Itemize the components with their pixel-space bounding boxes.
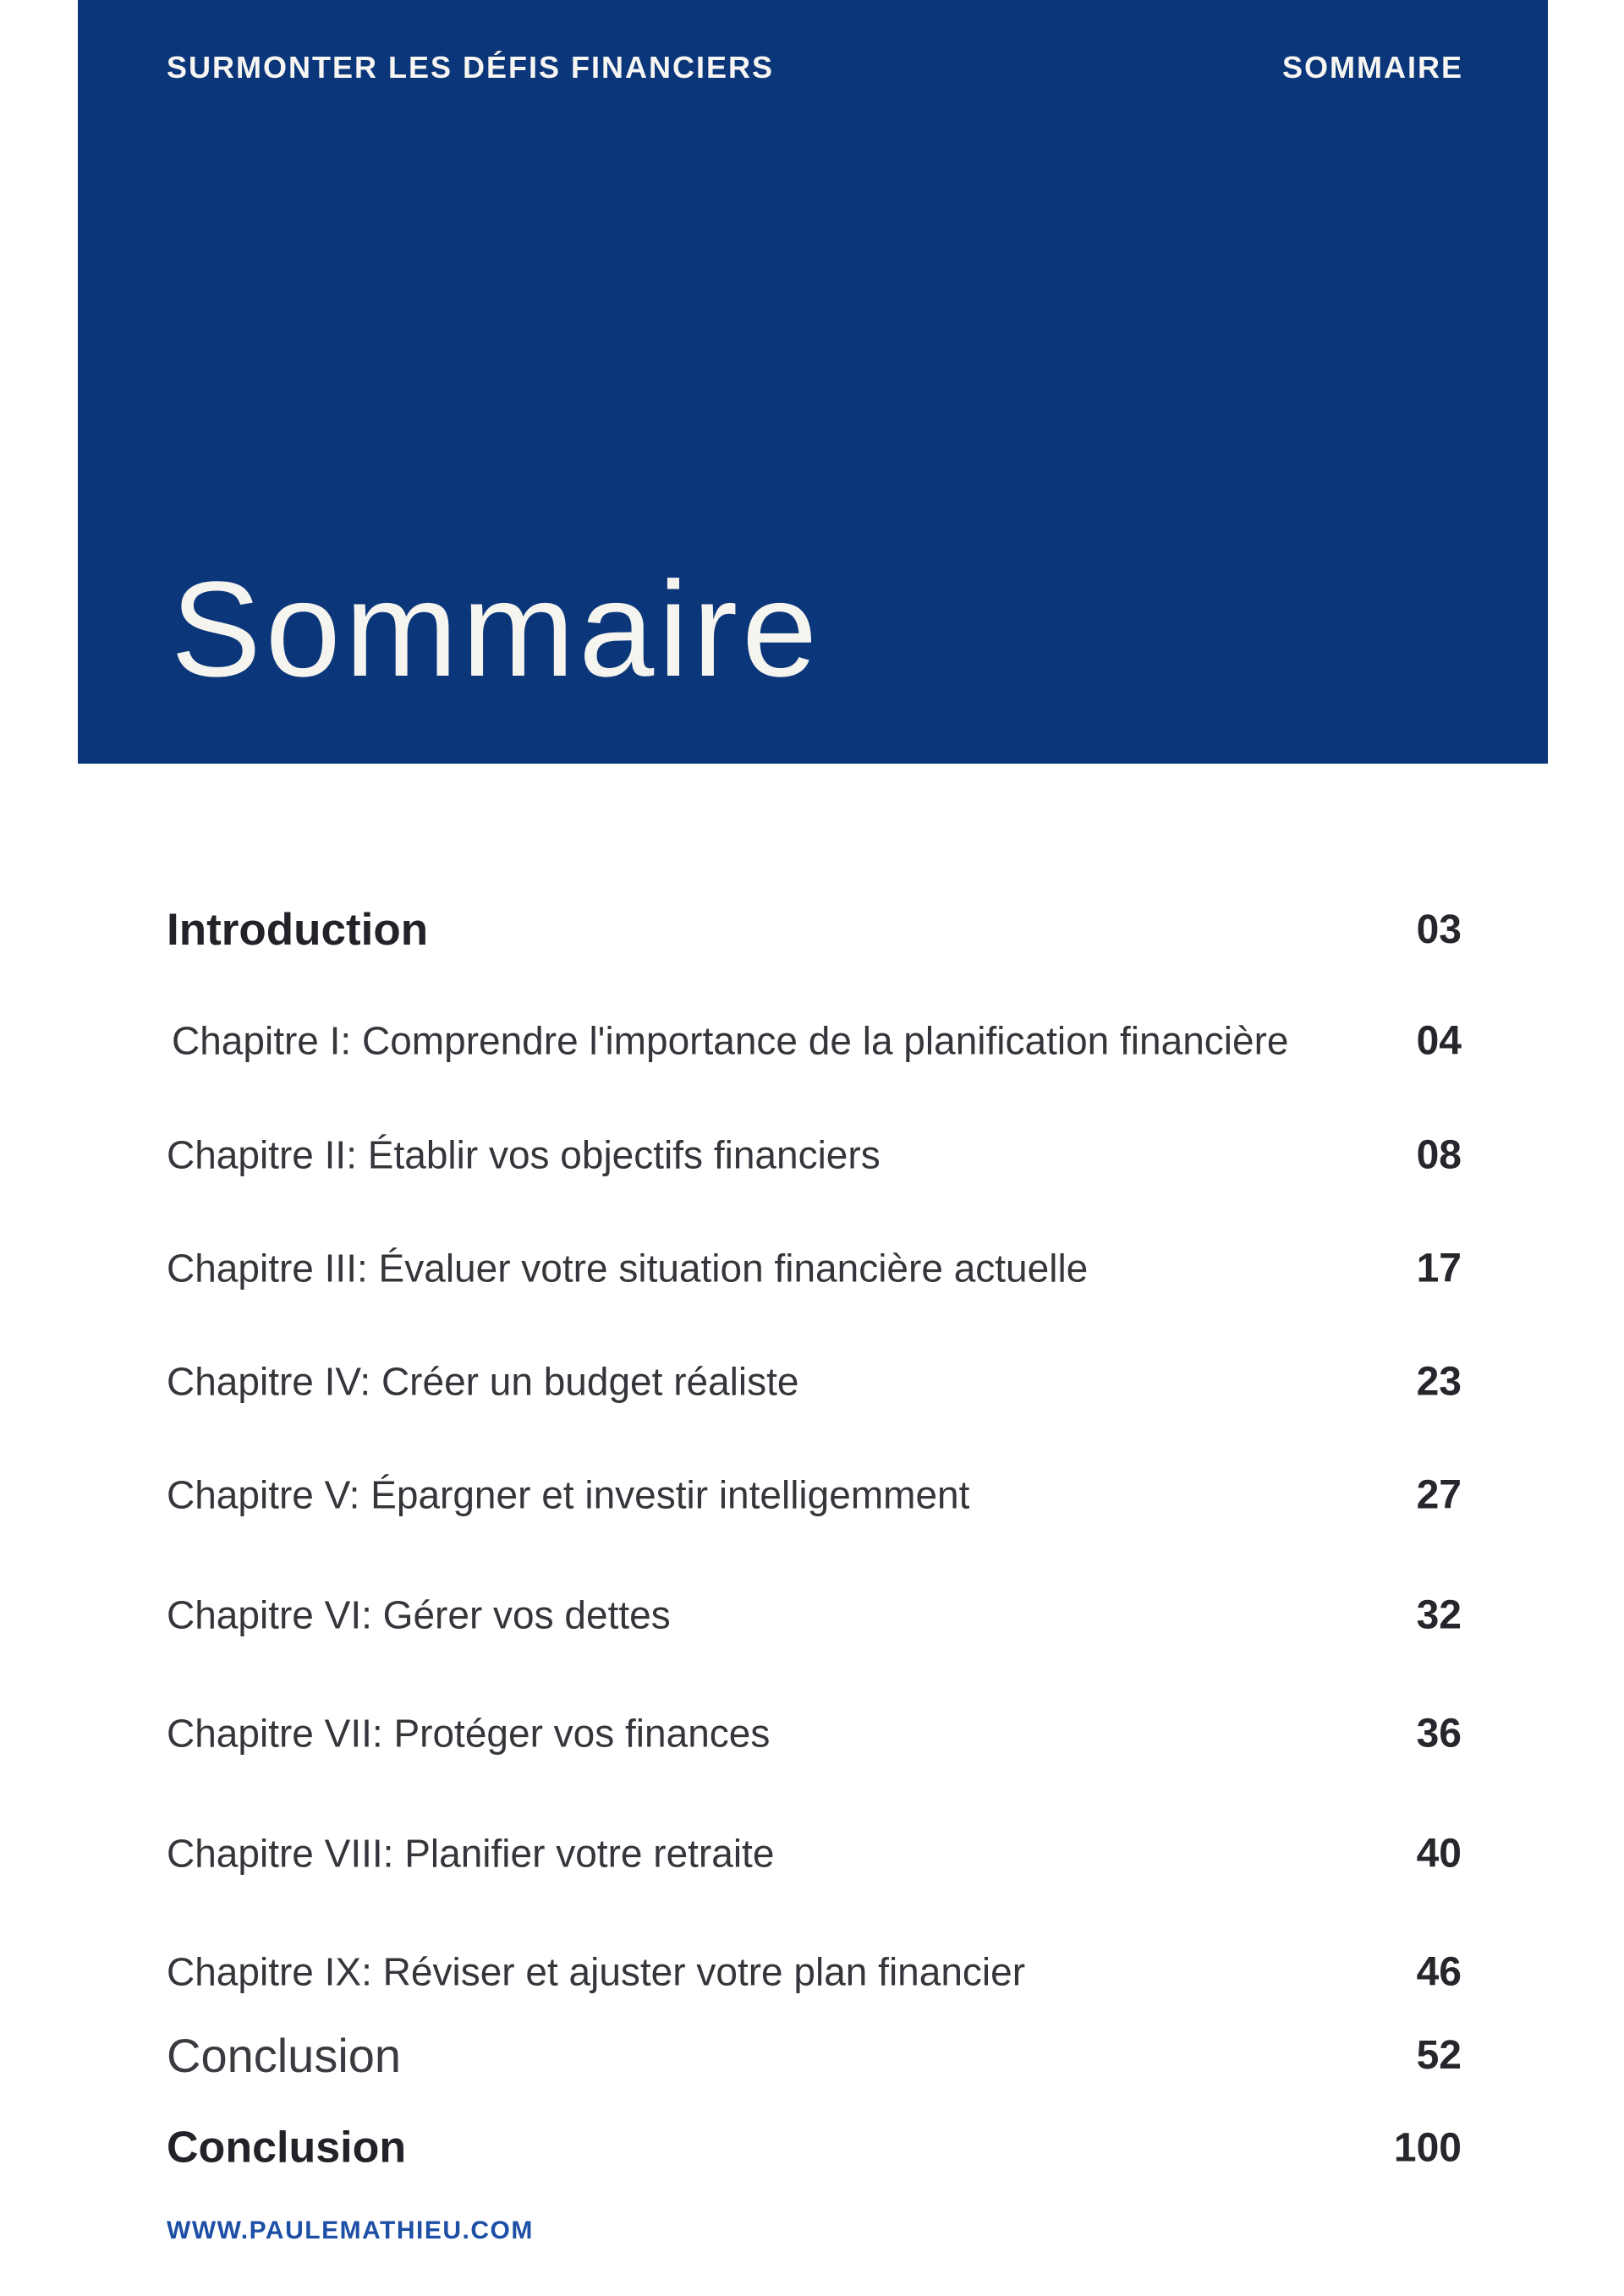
toc-entry-page: 04 [1416, 1018, 1462, 1063]
toc-row[interactable]: Chapitre IV: Créer un budget réaliste 23 [167, 1357, 1462, 1406]
toc-entry-title: Chapitre II: Établir vos objectifs finan… [167, 1132, 881, 1177]
toc-row[interactable]: Chapitre VII: Protéger vos finances 36 [167, 1709, 1462, 1758]
toc-entry-page: 40 [1416, 1831, 1462, 1876]
toc-entry-title: Chapitre VII: Protéger vos finances [167, 1711, 771, 1756]
blue-banner: SURMONTER LES DÉFIS FINANCIERS SOMMAIRE … [78, 0, 1548, 764]
toc-entry-page: 27 [1416, 1472, 1462, 1517]
toc-row[interactable]: Chapitre VI: Gérer vos dettes 32 [167, 1591, 1462, 1640]
toc-row[interactable]: Chapitre III: Évaluer votre situation fi… [167, 1244, 1462, 1293]
toc-entry-title: Chapitre IV: Créer un budget réaliste [167, 1359, 799, 1404]
toc-entry-page: 36 [1416, 1711, 1462, 1756]
toc-row[interactable]: Chapitre VIII: Planifier votre retraite … [167, 1829, 1462, 1878]
page-title: Sommaire [171, 553, 822, 704]
toc-entry-title: Conclusion [167, 2029, 402, 2082]
toc-entry-title: Introduction [167, 904, 429, 955]
toc-entry-page: 46 [1416, 1949, 1462, 1994]
book-title: SURMONTER LES DÉFIS FINANCIERS [167, 50, 775, 85]
toc-entry-title: Chapitre IX: Réviser et ajuster votre pl… [167, 1949, 1026, 1994]
toc-entry-title: Conclusion [167, 2123, 407, 2173]
toc-row[interactable]: Conclusion 52 [167, 2026, 1462, 2085]
toc-entry-page: 100 [1393, 2125, 1462, 2170]
toc-row[interactable]: Conclusion 100 [167, 2121, 1462, 2176]
toc-entry-title: Chapitre V: Épargner et investir intelli… [167, 1472, 970, 1517]
toc-row[interactable]: Chapitre IX: Réviser et ajuster votre pl… [167, 1948, 1462, 1997]
section-label: SOMMAIRE [1282, 50, 1463, 85]
banner-header: SURMONTER LES DÉFIS FINANCIERS SOMMAIRE [167, 49, 1463, 85]
toc-row[interactable]: Chapitre V: Épargner et investir intelli… [167, 1471, 1462, 1520]
toc-entry-page: 23 [1416, 1359, 1462, 1404]
toc-row[interactable]: Chapitre I: Comprendre l'importance de l… [167, 1016, 1462, 1066]
toc-entry-title: Chapitre VI: Gérer vos dettes [167, 1592, 671, 1637]
toc-row[interactable]: Chapitre II: Établir vos objectifs finan… [167, 1131, 1462, 1180]
toc-entry-page: 17 [1416, 1246, 1462, 1290]
toc-entry-page: 03 [1416, 907, 1462, 952]
toc-row[interactable]: Introduction 03 [167, 902, 1462, 958]
toc-entry-page: 32 [1416, 1592, 1462, 1637]
toc-entry-title: Chapitre I: Comprendre l'importance de l… [172, 1018, 1289, 1063]
toc-entry-page: 52 [1416, 2033, 1462, 2078]
website-link[interactable]: WWW.PAULEMATHIEU.COM [167, 2217, 534, 2244]
toc-entry-page: 08 [1416, 1132, 1462, 1177]
toc-entry-title: Chapitre VIII: Planifier votre retraite [167, 1831, 775, 1876]
toc-entry-title: Chapitre III: Évaluer votre situation fi… [167, 1246, 1089, 1290]
